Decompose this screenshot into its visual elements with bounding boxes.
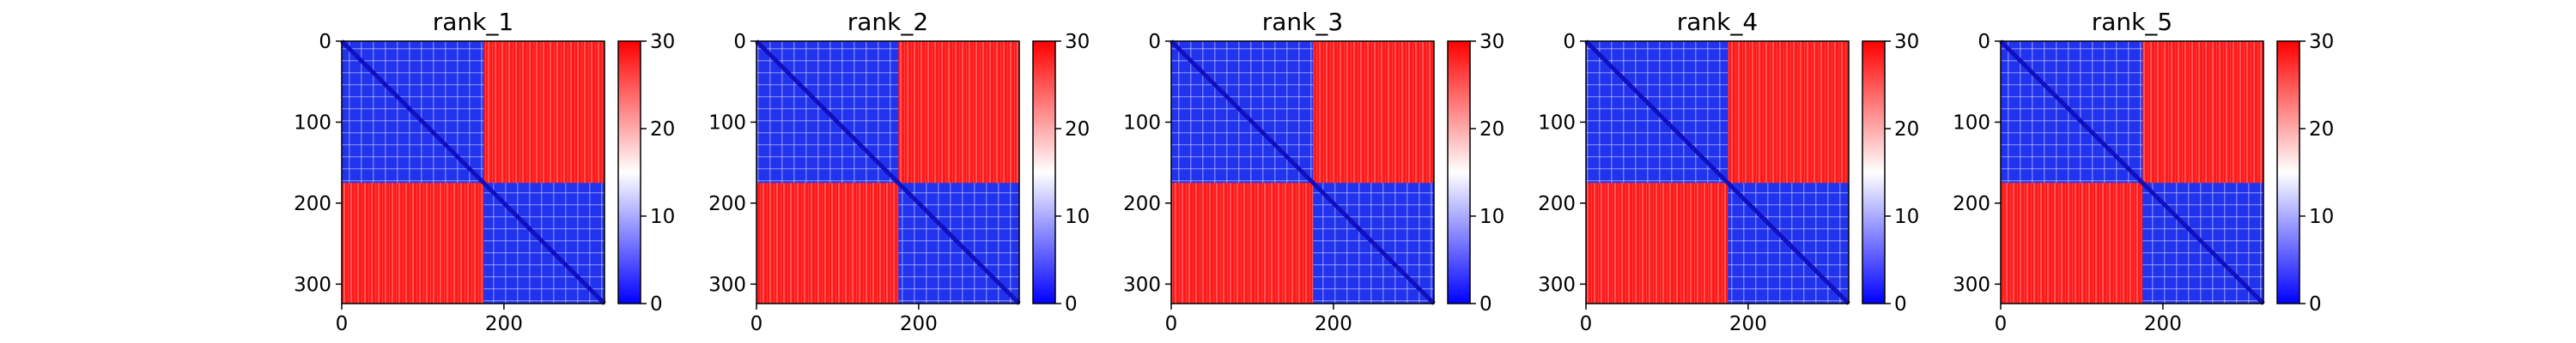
- colorbar-tick-label: 30: [650, 31, 675, 53]
- colorbar-tick-label: 20: [2309, 118, 2334, 141]
- axes-frame: [2000, 40, 2264, 304]
- x-tick-label: 0: [1995, 313, 2008, 335]
- y-tick-label: 0: [319, 31, 331, 53]
- colorbar: [1862, 41, 1885, 304]
- diagonal-line: [1999, 39, 2265, 305]
- x-tick-label: 200: [1729, 313, 1767, 335]
- panel-title: rank_5: [2092, 8, 2172, 36]
- y-tick-label: 100: [708, 111, 746, 134]
- colorbar-tick-label: 10: [650, 206, 675, 228]
- axes-frame: [1170, 40, 1435, 304]
- colorbar-tick-label: 10: [1894, 206, 1919, 228]
- colorbar-tick-label: 20: [1479, 118, 1504, 141]
- colorbar-tick-label: 10: [1479, 206, 1504, 228]
- colorbar-tick-label: 0: [1479, 293, 1492, 316]
- colorbar-tick-label: 0: [1894, 293, 1907, 316]
- colorbar: [618, 41, 641, 304]
- y-tick-label: 300: [1953, 274, 1990, 296]
- axes-frame: [1585, 40, 1850, 304]
- x-tick-label: 200: [485, 313, 523, 335]
- diagonal-line: [755, 39, 1021, 305]
- y-tick-label: 200: [1953, 193, 1990, 215]
- x-tick-label: 200: [1315, 313, 1352, 335]
- y-tick-label: 0: [733, 31, 746, 53]
- y-tick-label: 100: [1953, 111, 1990, 134]
- x-tick-label: 200: [900, 313, 938, 335]
- panel-title: rank_1: [433, 8, 513, 36]
- diagonal-line: [340, 39, 606, 305]
- colorbar-frame: [1032, 40, 1056, 304]
- colorbar-tick-label: 10: [1065, 206, 1090, 228]
- y-tick-label: 0: [1563, 31, 1576, 53]
- colorbar-tick-label: 30: [1479, 31, 1504, 53]
- x-tick-label: 200: [2144, 313, 2182, 335]
- colorbar-tick-label: 0: [650, 293, 663, 316]
- panel-title: rank_4: [1677, 8, 1758, 36]
- colorbar-tick-label: 30: [1065, 31, 1090, 53]
- panel-title: rank_2: [848, 8, 928, 36]
- y-tick-label: 300: [1123, 274, 1161, 296]
- colorbar: [1448, 41, 1470, 304]
- colorbar-tick-label: 0: [2309, 293, 2322, 316]
- y-tick-label: 300: [294, 274, 331, 296]
- x-tick-label: 0: [336, 313, 349, 335]
- y-tick-label: 200: [1538, 193, 1576, 215]
- colorbar-tick-label: 20: [650, 118, 675, 141]
- colorbar-frame: [617, 40, 641, 304]
- colorbar-tick-label: 20: [1894, 118, 1919, 141]
- colorbar-tick-label: 10: [2309, 206, 2334, 228]
- y-tick-label: 200: [1123, 193, 1161, 215]
- diagonal-line: [1584, 39, 1850, 305]
- y-tick-label: 100: [294, 111, 331, 134]
- colorbar-tick-label: 20: [1065, 118, 1090, 141]
- colorbar: [1033, 41, 1055, 304]
- y-tick-label: 200: [708, 193, 746, 215]
- diagonal-line: [1170, 39, 1436, 305]
- x-tick-label: 0: [750, 313, 763, 335]
- y-tick-label: 100: [1123, 111, 1161, 134]
- colorbar-frame: [1862, 40, 1886, 304]
- y-tick-label: 300: [708, 274, 746, 296]
- colorbar-frame: [1447, 40, 1471, 304]
- axes-frame: [756, 40, 1020, 304]
- axes-frame: [341, 40, 605, 304]
- y-tick-label: 300: [1538, 274, 1576, 296]
- colorbar-tick-label: 30: [1894, 31, 1919, 53]
- y-tick-label: 0: [1978, 31, 1990, 53]
- y-tick-label: 100: [1538, 111, 1576, 134]
- x-tick-label: 0: [1165, 313, 1178, 335]
- colorbar-tick-label: 0: [1065, 293, 1078, 316]
- colorbar-frame: [2276, 40, 2300, 304]
- colorbar: [2277, 41, 2300, 304]
- x-tick-label: 0: [1580, 313, 1593, 335]
- y-tick-label: 0: [1148, 31, 1161, 53]
- colorbar-tick-label: 30: [2309, 31, 2334, 53]
- panel-title: rank_3: [1262, 8, 1343, 36]
- y-tick-label: 200: [294, 193, 331, 215]
